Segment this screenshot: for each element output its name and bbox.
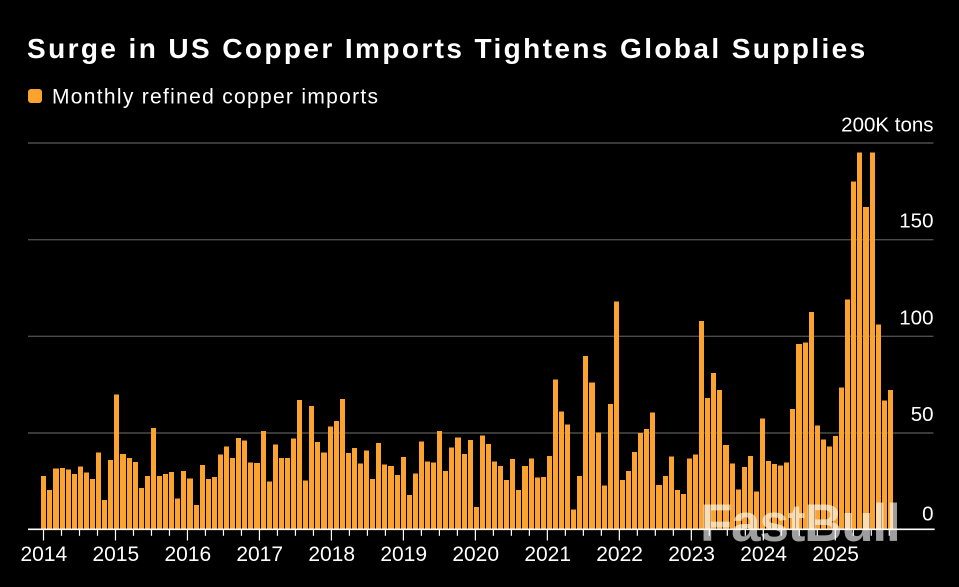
svg-text:2020: 2020	[452, 543, 499, 566]
svg-text:2015: 2015	[92, 543, 139, 566]
svg-text:2019: 2019	[380, 543, 427, 566]
svg-text:2025: 2025	[812, 543, 859, 566]
svg-text:2022: 2022	[596, 543, 643, 566]
svg-text:50: 50	[911, 403, 934, 426]
svg-text:Monthly refined copper imports: Monthly refined copper imports	[52, 86, 379, 109]
svg-text:2018: 2018	[308, 543, 355, 566]
svg-text:0: 0	[922, 503, 933, 526]
svg-text:2023: 2023	[668, 543, 715, 566]
svg-text:2016: 2016	[164, 543, 211, 566]
svg-text:200K tons: 200K tons	[841, 114, 933, 137]
svg-text:Surge in US Copper Imports Tig: Surge in US Copper Imports Tightens Glob…	[27, 33, 868, 64]
svg-text:2024: 2024	[740, 543, 787, 566]
svg-text:2017: 2017	[236, 543, 283, 566]
svg-text:FastBull: FastBull	[700, 494, 899, 553]
svg-text:150: 150	[899, 210, 933, 233]
svg-text:100: 100	[899, 306, 933, 329]
svg-text:2021: 2021	[524, 543, 571, 566]
svg-text:2014: 2014	[20, 543, 67, 566]
